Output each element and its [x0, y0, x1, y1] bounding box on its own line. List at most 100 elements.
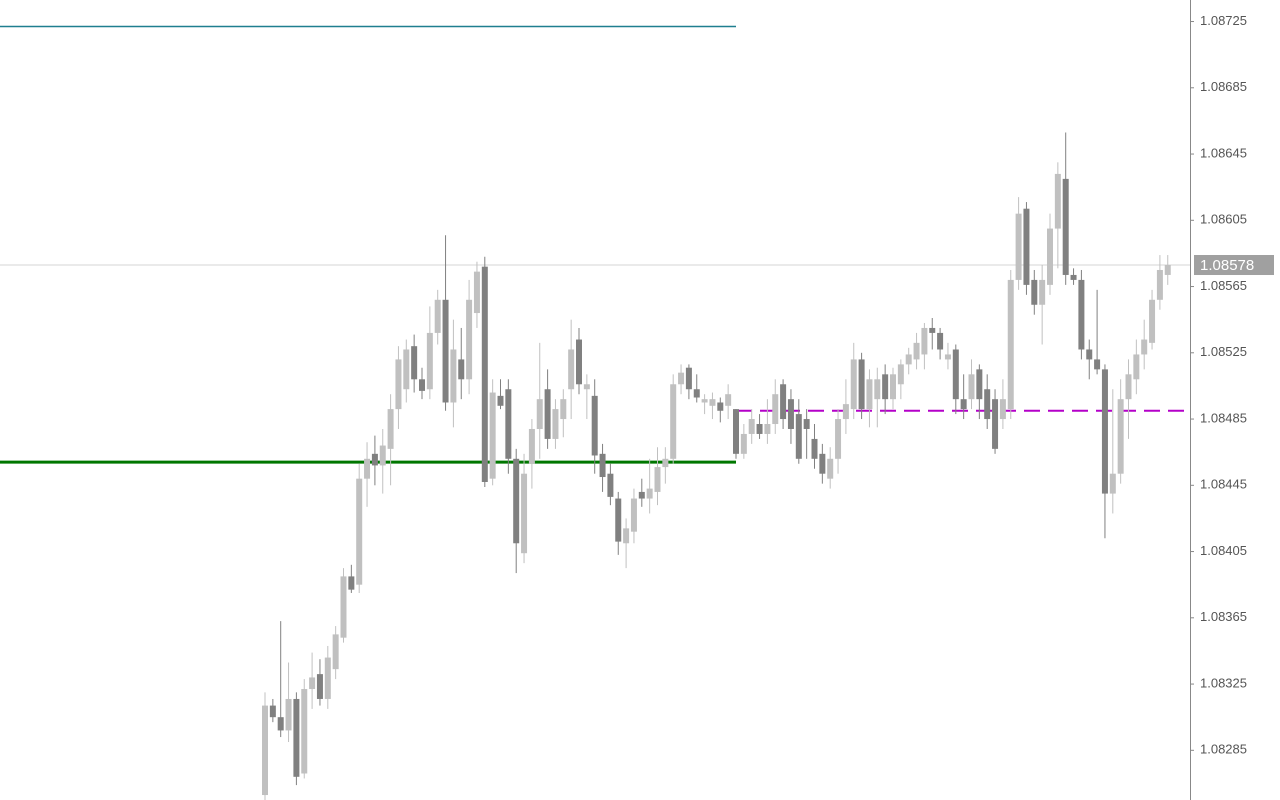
candle-body [411, 346, 418, 380]
candle-body [835, 419, 842, 459]
current-price-box [1194, 255, 1274, 276]
candle-body [583, 384, 590, 390]
candle-body [309, 677, 316, 690]
candle-body [897, 364, 904, 385]
candle-body [890, 374, 896, 400]
candle-body [733, 409, 739, 454]
candle-body [811, 438, 818, 459]
candle-body [371, 453, 378, 466]
candle-body [379, 445, 386, 466]
candle-body [262, 705, 268, 796]
candle-body [348, 576, 355, 590]
candle-body [458, 359, 465, 380]
candle-body [701, 399, 708, 403]
candle-body [434, 299, 441, 333]
candle-body [1156, 269, 1163, 300]
candle-body [324, 657, 331, 699]
candle-body [466, 299, 473, 380]
candle-body [1094, 359, 1101, 370]
y-tick-label: 1.08685 [1200, 79, 1247, 94]
candle-body [725, 394, 732, 406]
candle-body [591, 395, 598, 456]
candle-body [426, 332, 433, 390]
candle-body [662, 458, 669, 468]
y-tick-label: 1.08605 [1200, 212, 1247, 227]
candle-body [764, 424, 771, 434]
candle-body [984, 389, 991, 420]
candle-body [615, 498, 622, 542]
y-tick-label: 1.08405 [1200, 543, 1247, 558]
candle-body [1015, 213, 1022, 280]
candle-body [403, 349, 410, 390]
candle-body [419, 379, 425, 391]
candle-body [528, 428, 535, 464]
candle-body [1007, 279, 1014, 410]
candle-body [1133, 354, 1140, 380]
candle-body [450, 349, 457, 403]
y-tick-label: 1.08325 [1200, 675, 1247, 690]
candle-body [670, 384, 677, 459]
candle-body [332, 634, 339, 670]
candle-body [1047, 228, 1053, 285]
y-tick-label: 1.08565 [1200, 278, 1247, 293]
candle-body [1164, 265, 1171, 275]
candle-body [316, 674, 323, 699]
candle-body [489, 392, 496, 479]
candle-body [473, 271, 480, 314]
candle-body [513, 458, 520, 544]
candle-body [277, 717, 284, 731]
candle-body [913, 342, 920, 360]
price-axis: 1.08725 1.08685 1.08645 1.08605 1.08565 1.085… [1190, 13, 1274, 757]
candle-body [874, 379, 881, 400]
candle-body [387, 409, 394, 449]
candle-body [693, 389, 700, 398]
candle-body [740, 433, 747, 454]
candle-body [678, 372, 685, 385]
candle-body [1086, 349, 1093, 360]
candle-body [866, 379, 873, 410]
y-tick-label: 1.08445 [1200, 477, 1247, 492]
candle-body [638, 491, 645, 499]
candle-body [780, 384, 787, 420]
candle-body [364, 458, 371, 479]
candle-body [827, 458, 834, 479]
candle-body [850, 359, 857, 410]
candle-body [952, 349, 959, 400]
candle-body [340, 576, 347, 638]
candle-body [568, 349, 575, 390]
y-tick-label: 1.08485 [1200, 410, 1247, 425]
candle-body [1125, 374, 1132, 400]
candle-body [544, 389, 551, 439]
candle-body [1101, 369, 1108, 494]
candle-body [646, 488, 653, 499]
candle-body [976, 369, 983, 400]
candle-body [1078, 279, 1085, 350]
candle-body [505, 389, 512, 459]
candle-body [858, 359, 865, 410]
candle-body [560, 399, 567, 420]
candle-body [1070, 274, 1077, 280]
candle-body [293, 698, 300, 777]
candle-body [1117, 399, 1124, 474]
candle-body [929, 327, 936, 333]
candle-body [803, 419, 810, 429]
candle-body [536, 399, 543, 429]
candle-body [772, 394, 779, 425]
candle-body [1062, 178, 1069, 275]
candle-body [285, 698, 292, 731]
candle-body [1149, 299, 1156, 343]
candle-body [1039, 279, 1046, 305]
candle-body [1031, 279, 1038, 305]
candle-body [905, 354, 912, 365]
y-tick-label: 1.08525 [1200, 344, 1247, 359]
candle-body [921, 327, 928, 355]
candle-body [654, 467, 661, 492]
candle-body [481, 266, 488, 482]
candle-body [709, 399, 716, 406]
y-tick-label: 1.08645 [1200, 145, 1247, 160]
candle-body [999, 399, 1006, 420]
candle-body [599, 453, 606, 478]
candle-body [1141, 339, 1148, 355]
